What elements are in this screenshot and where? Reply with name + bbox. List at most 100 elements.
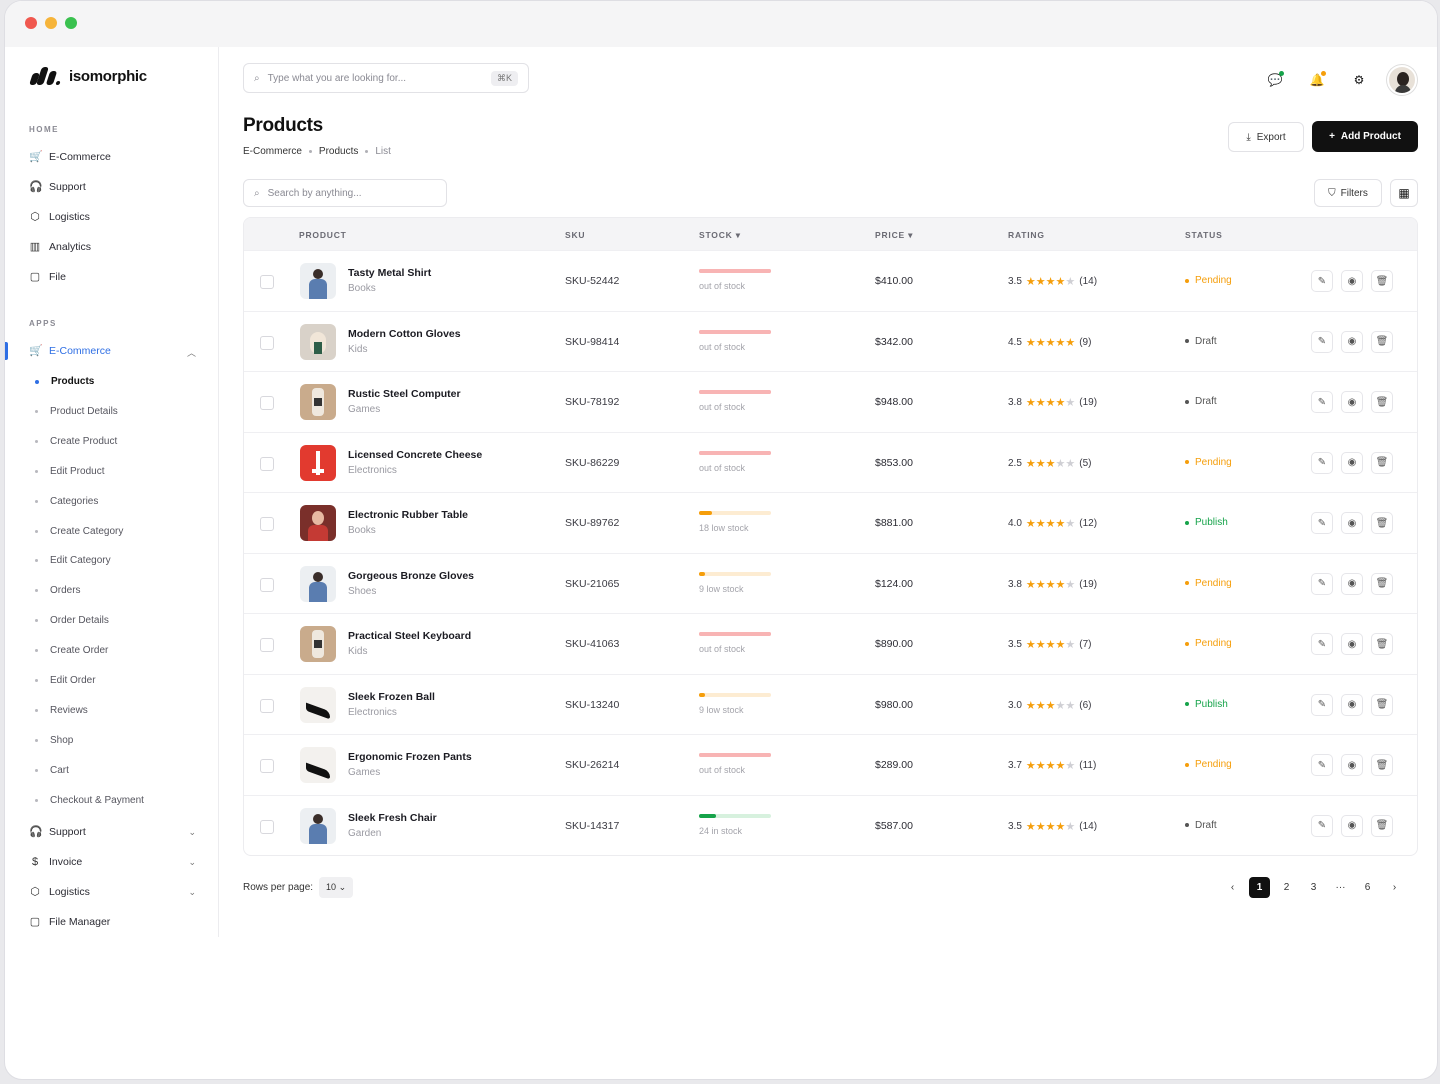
sidebar-subitem-13[interactable]: Cart [35,765,69,776]
rows-per-page-select[interactable]: 10 ⌄ [319,877,354,898]
table-row[interactable]: Gorgeous Bronze Gloves Shoes SKU-21065 9 lo… [244,552,1417,614]
delete-button[interactable]: 🗑 [1371,754,1393,776]
sidebar-item-apps-1[interactable]: $ Invoice [29,856,82,868]
table-row[interactable]: Rustic Steel Computer Games SKU-78192 out o… [244,371,1417,432]
product-name[interactable]: Licensed Concrete Cheese [348,448,483,461]
chevron-down-icon[interactable]: ⌄ [188,857,196,867]
delete-button[interactable]: 🗑 [1371,330,1393,353]
product-name[interactable]: Modern Cotton Gloves [348,327,461,340]
delete-button[interactable]: 🗑 [1371,391,1393,413]
product-name[interactable]: Ergonomic Frozen Pants [348,751,472,763]
sidebar-item-apps-3[interactable]: ▢ File Manager [29,916,110,928]
logo[interactable]: isomorphic [29,67,147,85]
view-button[interactable]: ◉ [1341,814,1363,837]
sidebar-subitem-5[interactable]: Create Category [35,526,123,537]
breadcrumb-item[interactable]: E-Commerce [243,146,302,157]
row-checkbox[interactable] [260,819,274,834]
edit-button[interactable]: ✎ [1311,754,1333,776]
sidebar-subitem-12[interactable]: Shop [35,735,73,746]
edit-button[interactable]: ✎ [1311,814,1333,837]
edit-button[interactable]: ✎ [1311,693,1333,716]
view-button[interactable]: ◉ [1341,451,1363,474]
prev-page-button[interactable]: ‹ [1230,882,1235,893]
sidebar-subitem-11[interactable]: Reviews [35,705,88,716]
product-name[interactable]: Rustic Steel Computer [348,388,461,400]
edit-button[interactable]: ✎ [1311,633,1333,655]
product-name[interactable]: Gorgeous Bronze Gloves [348,569,475,582]
sidebar-subitem-6[interactable]: Edit Category [35,555,111,566]
column-header-price[interactable]: PRICE ▾ [875,230,914,240]
view-button[interactable]: ◉ [1341,391,1363,413]
row-checkbox[interactable] [260,335,274,350]
view-button[interactable]: ◉ [1341,754,1363,776]
view-button[interactable]: ◉ [1341,693,1363,716]
edit-button[interactable]: ✎ [1311,270,1333,292]
sidebar-subitem-8[interactable]: Order Details [35,615,109,626]
filters-button[interactable]: ⛉ Filters [1314,179,1382,207]
settings-button[interactable]: ⚙ [1345,66,1373,94]
view-button[interactable]: ◉ [1341,270,1363,292]
product-name[interactable]: Sleek Frozen Ball [348,690,435,703]
row-checkbox[interactable] [260,577,274,592]
page-button[interactable]: ··· [1335,882,1346,893]
chevron-up-icon[interactable]: ︿ [186,348,196,358]
next-page-button[interactable]: › [1392,882,1397,893]
sidebar-subitem-14[interactable]: Checkout & Payment [35,795,144,806]
sidebar-subitem-2[interactable]: Create Product [35,436,117,447]
minimize-window-button[interactable] [45,17,57,29]
table-row[interactable]: Licensed Concrete Cheese Electronics SKU-8… [244,431,1417,493]
close-window-button[interactable] [25,17,37,29]
sidebar-subitem-3[interactable]: Edit Product [35,466,104,477]
column-header-stock[interactable]: STOCK ▾ [699,230,741,240]
row-checkbox[interactable] [260,759,274,773]
chevron-down-icon[interactable]: ⌄ [188,827,196,837]
add-product-button[interactable]: + Add Product [1312,121,1418,152]
delete-button[interactable]: 🗑 [1371,693,1393,716]
table-row[interactable]: Ergonomic Frozen Pants Games SKU-26214 out … [244,734,1417,795]
notifications-button[interactable]: 🔔 [1303,66,1331,94]
product-name[interactable]: Sleek Fresh Chair [348,811,437,824]
edit-button[interactable]: ✎ [1311,572,1333,595]
delete-button[interactable]: 🗑 [1371,814,1393,837]
sidebar-subitem-0[interactable]: Products [35,376,94,387]
view-button[interactable]: ◉ [1341,512,1363,534]
global-search-input[interactable]: ⌕ Type what you are looking for... ⌘K [243,63,529,93]
table-search-input[interactable]: ⌕ Search by anything... [243,179,447,207]
sidebar-item-apps-0[interactable]: 🎧 Support [29,826,86,838]
row-checkbox[interactable] [260,456,274,471]
row-checkbox[interactable] [260,517,274,531]
sidebar-subitem-9[interactable]: Create Order [35,645,108,656]
delete-button[interactable]: 🗑 [1371,633,1393,655]
sidebar-subitem-1[interactable]: Product Details [35,406,118,417]
table-row[interactable]: Sleek Frozen Ball Electronics SKU-13240 9 l… [244,673,1417,735]
page-button[interactable]: 2 [1283,882,1290,893]
edit-button[interactable]: ✎ [1311,391,1333,413]
page-button[interactable]: 3 [1310,882,1317,893]
sidebar-subitem-7[interactable]: Orders [35,585,81,596]
chevron-down-icon[interactable]: ⌄ [188,887,196,897]
sidebar-item-home-4[interactable]: ▢ File [29,271,66,283]
delete-button[interactable]: 🗑 [1371,451,1393,474]
page-button[interactable]: 6 [1364,882,1371,893]
view-button[interactable]: ◉ [1341,572,1363,595]
table-row[interactable]: Sleek Fresh Chair Garden SKU-14317 24 in st… [244,794,1417,856]
table-row[interactable]: Electronic Rubber Table Books SKU-89762 18 … [244,492,1417,553]
delete-button[interactable]: 🗑 [1371,270,1393,292]
breadcrumb-item[interactable]: Products [318,146,359,157]
delete-button[interactable]: 🗑 [1371,512,1393,534]
sidebar-item-home-0[interactable]: 🛒 E-Commerce [29,151,111,163]
sidebar-subitem-10[interactable]: Edit Order [35,675,96,686]
product-name[interactable]: Practical Steel Keyboard [348,630,472,642]
view-button[interactable]: ◉ [1341,330,1363,353]
table-row[interactable]: Modern Cotton Gloves Kids SKU-98414 out of … [244,310,1417,372]
messages-button[interactable]: 💬 [1261,66,1289,94]
maximize-window-button[interactable] [65,17,77,29]
sidebar-item-home-1[interactable]: 🎧 Support [29,181,86,193]
row-checkbox[interactable] [260,638,274,652]
table-row[interactable]: Practical Steel Keyboard Kids SKU-41063 out… [244,613,1417,674]
table-row[interactable]: Tasty Metal Shirt Books SKU-52442 out of st… [244,250,1417,311]
row-checkbox[interactable] [260,698,274,713]
row-checkbox[interactable] [260,396,274,410]
edit-button[interactable]: ✎ [1311,451,1333,474]
sidebar-item-ecommerce-active[interactable]: 🛒 E-Commerce [29,345,195,357]
